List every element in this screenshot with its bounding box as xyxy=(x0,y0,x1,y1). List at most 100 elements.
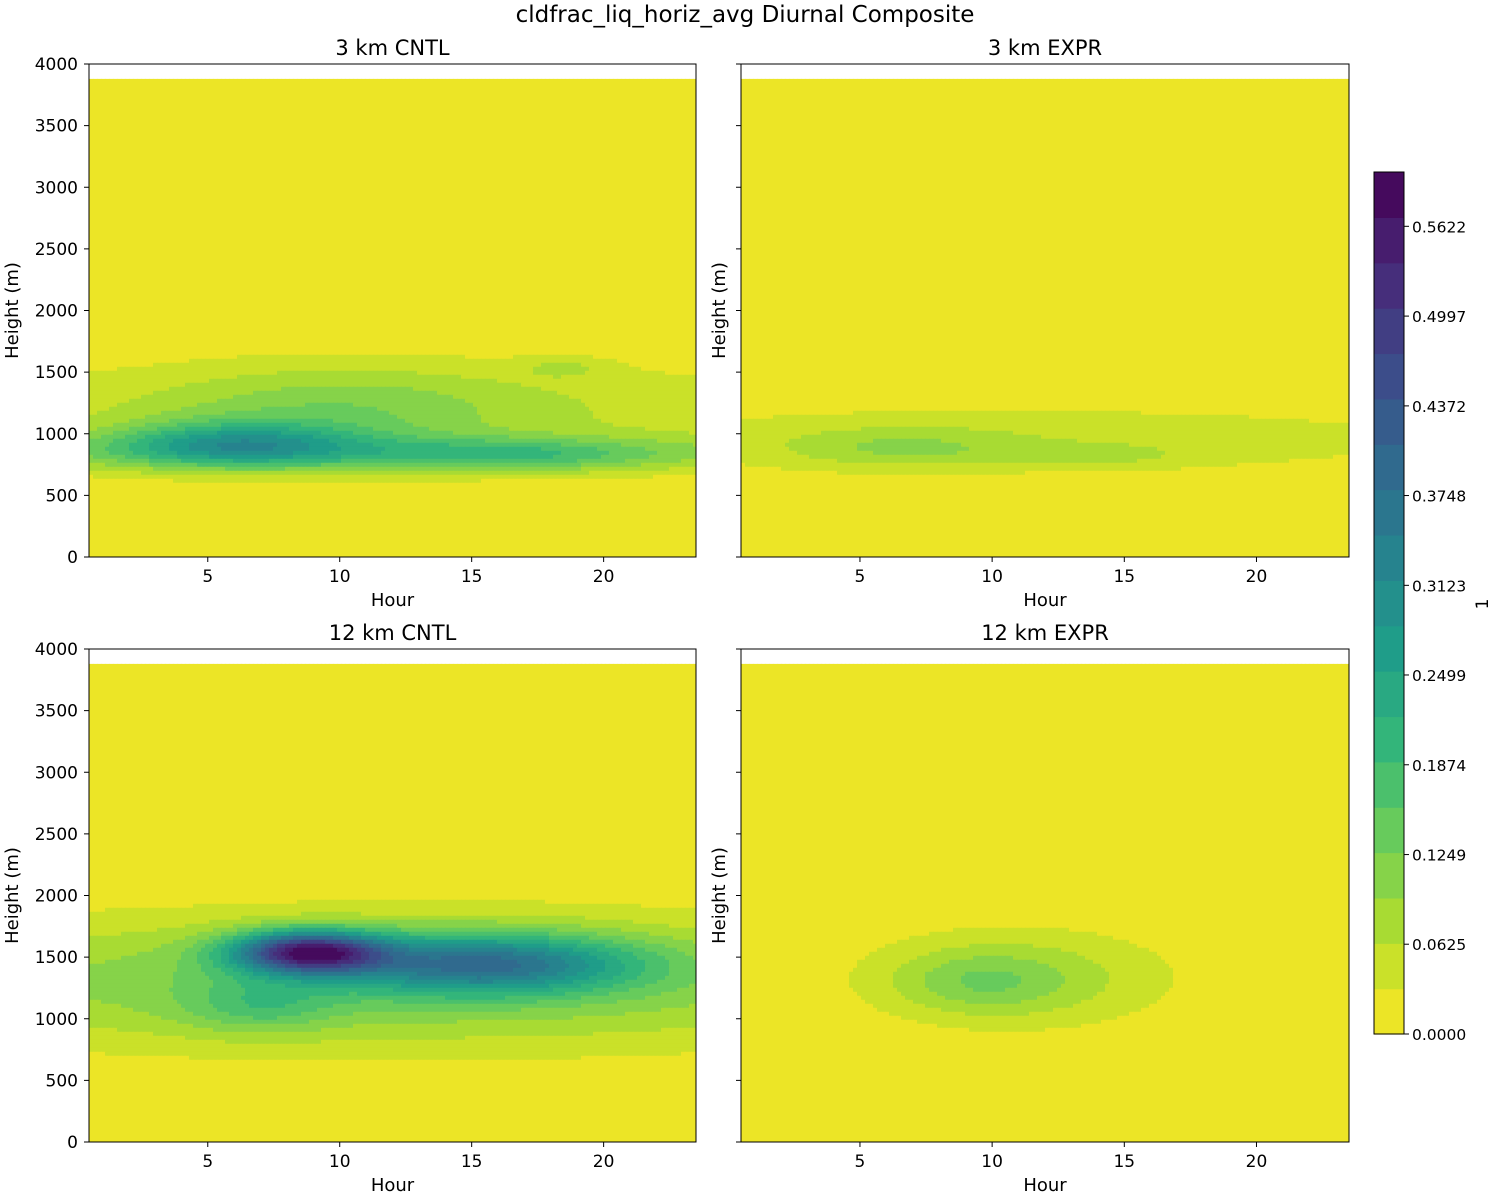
contour-cell xyxy=(113,115,118,120)
contour-cell xyxy=(297,83,302,88)
contour-cell xyxy=(317,111,322,116)
contour-cell xyxy=(141,99,146,104)
contour-cell xyxy=(253,103,258,108)
contour-cell xyxy=(509,119,514,124)
contour-cell xyxy=(89,103,94,108)
contour-cell xyxy=(289,83,294,88)
contour-cell xyxy=(117,79,122,84)
contour-cell xyxy=(473,91,478,96)
contour-cell xyxy=(425,123,430,128)
contour-cell xyxy=(201,91,206,96)
contour-cell xyxy=(597,99,602,104)
contour-cell xyxy=(565,111,570,116)
contour-cell xyxy=(597,119,602,124)
contour-cell xyxy=(165,115,170,120)
contour-cell xyxy=(693,87,698,92)
contour-cell xyxy=(293,99,298,104)
contour-cell xyxy=(217,91,222,96)
contour-cell xyxy=(649,87,654,92)
contour-cell xyxy=(429,91,434,96)
contour-cell xyxy=(217,83,222,88)
contour-cell xyxy=(173,91,178,96)
contour-cell xyxy=(681,123,686,128)
contour-cell xyxy=(397,87,402,92)
contour-cell xyxy=(437,115,442,120)
contour-cell xyxy=(93,79,98,84)
contour-cell xyxy=(561,115,566,120)
contour-cell xyxy=(369,95,374,100)
contour-cell xyxy=(169,91,174,96)
contour-cell xyxy=(365,91,370,96)
contour-cell xyxy=(361,119,366,124)
contour-cell xyxy=(337,79,342,84)
contour-cell xyxy=(613,91,618,96)
contour-cell xyxy=(485,111,490,116)
contour-cell xyxy=(201,79,206,84)
contour-cell xyxy=(189,123,194,128)
contour-cell xyxy=(617,103,622,108)
contour-cell xyxy=(337,87,342,92)
contour-cell xyxy=(137,111,142,116)
contour-cell xyxy=(109,87,114,92)
contour-cell xyxy=(269,83,274,88)
contour-cell xyxy=(561,123,566,128)
contour-cell xyxy=(93,83,98,88)
contour-cell xyxy=(213,91,218,96)
contour-cell xyxy=(645,99,650,104)
contour-cell xyxy=(129,115,134,120)
contour-cell xyxy=(385,99,390,104)
contour-cell xyxy=(349,103,354,108)
contour-cell xyxy=(173,107,178,112)
contour-cell xyxy=(89,119,94,124)
contour-cell xyxy=(245,111,250,116)
contour-cell xyxy=(337,95,342,100)
contour-cell xyxy=(609,107,614,112)
contour-cell xyxy=(553,87,558,92)
contour-cell xyxy=(217,119,222,124)
contour-cell xyxy=(517,119,522,124)
contour-cell xyxy=(601,95,606,100)
contour-cell xyxy=(649,119,654,124)
contour-cell xyxy=(649,115,654,120)
contour-cell xyxy=(425,115,430,120)
contour-cell xyxy=(693,123,698,128)
contour-field xyxy=(89,79,698,560)
contour-cell xyxy=(205,99,210,104)
contour-cell xyxy=(693,107,698,112)
contour-cell xyxy=(545,95,550,100)
contour-cell xyxy=(129,79,134,84)
contour-cell xyxy=(221,111,226,116)
contour-cell xyxy=(317,103,322,108)
contour-cell xyxy=(661,99,666,104)
contour-cell xyxy=(113,127,118,132)
contour-cell xyxy=(693,99,698,104)
contour-cell xyxy=(145,99,150,104)
contour-cell xyxy=(117,119,122,124)
contour-cell xyxy=(125,103,130,108)
contour-cell xyxy=(281,119,286,124)
contour-cell xyxy=(305,83,310,88)
contour-cell xyxy=(421,83,426,88)
contour-cell xyxy=(685,79,690,84)
contour-cell xyxy=(245,107,250,112)
contour-cell xyxy=(449,83,454,88)
contour-cell xyxy=(97,127,102,132)
contour-cell xyxy=(225,107,230,112)
contour-cell xyxy=(325,83,330,88)
contour-cell xyxy=(349,95,354,100)
contour-cell xyxy=(117,87,122,92)
contour-cell xyxy=(669,91,674,96)
contour-cell xyxy=(337,115,342,120)
contour-cell xyxy=(421,123,426,128)
contour-cell xyxy=(433,115,438,120)
contour-cell xyxy=(657,87,662,92)
contour-cell xyxy=(121,115,126,120)
contour-cell xyxy=(429,79,434,84)
contour-cell xyxy=(285,91,290,96)
contour-cell xyxy=(405,103,410,108)
contour-cell xyxy=(461,107,466,112)
contour-cell xyxy=(249,87,254,92)
contour-cell xyxy=(689,111,694,116)
contour-cell xyxy=(545,115,550,120)
contour-cell xyxy=(425,111,430,116)
